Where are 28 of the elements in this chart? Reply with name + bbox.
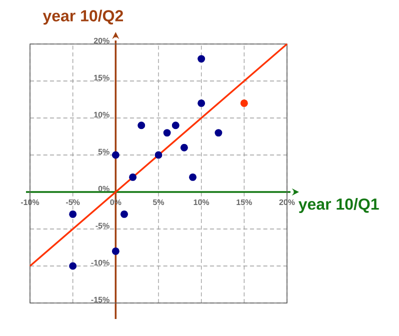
y-tick-label: 0% [98,186,110,192]
x-tick-label: -5% [66,199,80,206]
x-axis-title: year 10/Q1 [298,198,379,213]
point [69,210,77,218]
point [163,129,171,137]
y-tick-label: -10% [91,260,110,266]
y-axis-title: year 10/Q2 [42,10,124,25]
x-tick-label: 10% [194,199,210,206]
point [198,55,206,63]
y-tick-label: 10% [94,112,110,118]
point [180,144,188,152]
x-tick-label: 15% [236,199,252,206]
point [240,99,248,107]
point [214,129,222,137]
point [69,262,77,270]
y-tick-label: -5% [96,222,110,228]
point [198,99,206,107]
point [154,151,162,159]
point [172,122,180,130]
point [138,122,146,130]
point [129,173,137,181]
point [120,210,128,218]
y-tick-label: 5% [98,148,110,154]
y-tick-label: -15% [91,296,110,302]
y-tick-label: 15% [94,74,110,80]
point [189,173,197,181]
y-tick-label: 20% [94,38,110,44]
x-tick-label: 5% [152,199,164,206]
